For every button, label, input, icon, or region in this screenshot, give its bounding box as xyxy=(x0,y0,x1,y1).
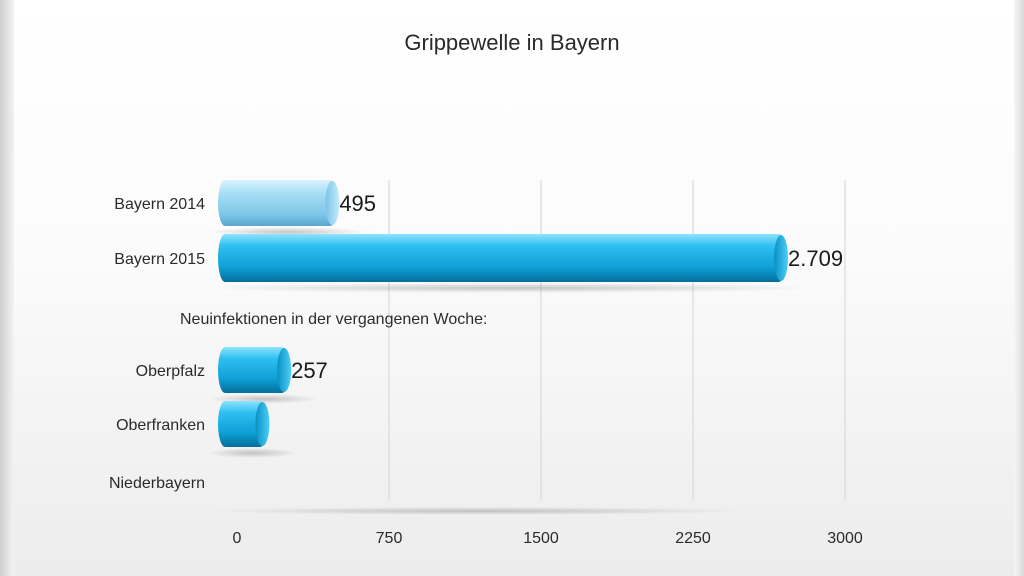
grid-lines xyxy=(388,180,846,500)
bar-end-cap xyxy=(325,181,340,225)
bar-shadow xyxy=(208,283,817,293)
category-label: Bayern 2014 xyxy=(114,196,205,213)
x-tick-label: 1500 xyxy=(523,530,559,547)
section-note: Neuinfektionen in der vergangenen Woche: xyxy=(180,311,487,328)
category-label: Oberpfalz xyxy=(136,363,205,380)
value-label: 495 xyxy=(339,191,376,216)
bar-end-cap xyxy=(255,402,270,446)
right-frame-edge xyxy=(1014,0,1024,576)
x-tick-label: 750 xyxy=(376,530,403,547)
labels: 0 750 1500 2250 3000 Bayern 2014 495 Bayern 201… xyxy=(109,191,863,547)
x-tick-label: 3000 xyxy=(827,530,863,547)
category-label: Niederbayern xyxy=(109,475,205,492)
bar-shadow xyxy=(208,507,748,515)
chart-title: Grippewelle in Bayern xyxy=(404,30,620,55)
bar-end-cap xyxy=(277,348,292,392)
bar xyxy=(218,234,787,282)
value-label: 257 xyxy=(291,358,328,383)
bar xyxy=(218,180,338,226)
left-frame-edge xyxy=(0,0,14,576)
bar xyxy=(218,401,268,447)
bar-end-cap xyxy=(774,235,789,281)
bars xyxy=(218,180,789,447)
value-label: 2.709 xyxy=(788,246,843,271)
x-tick-label: 2250 xyxy=(675,530,711,547)
bar xyxy=(218,347,290,393)
x-tick-label: 0 xyxy=(233,530,242,547)
category-label: Oberfranken xyxy=(116,417,205,434)
bar-shadow xyxy=(208,448,298,458)
category-label: Bayern 2015 xyxy=(114,251,205,268)
